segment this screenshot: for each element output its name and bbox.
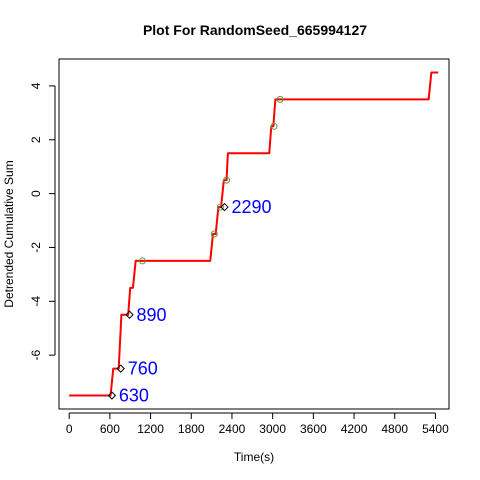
circle-marker — [270, 122, 278, 130]
diamond-marker — [116, 364, 125, 373]
x-tick-label: 3000 — [259, 422, 286, 436]
circle-marker — [210, 230, 218, 238]
annotation-label: 760 — [128, 359, 158, 379]
y-axis: -6 -4 -2 0 2 4 — [29, 82, 56, 360]
chart-title: Plot For RandomSeed_665994127 — [143, 22, 367, 38]
x-axis-label: Time(s) — [234, 450, 274, 464]
x-tick-label: 5400 — [422, 422, 449, 436]
x-tick-label: 2400 — [219, 422, 246, 436]
markers-group — [107, 95, 284, 400]
annotation-label: 890 — [137, 305, 167, 325]
diamond-marker — [107, 391, 117, 400]
plot-frame — [58, 58, 450, 410]
x-tick-label: 600 — [100, 422, 120, 436]
circle-marker — [216, 203, 224, 211]
y-tick-label: 2 — [29, 136, 43, 143]
x-tick-label: 3600 — [300, 422, 327, 436]
y-tick-label: 0 — [29, 190, 43, 197]
y-tick-label: 4 — [29, 82, 43, 89]
y-tick-label: -6 — [29, 349, 43, 360]
series-line — [69, 71, 439, 397]
x-tick-label: 4800 — [381, 422, 408, 436]
x-tick-label: 0 — [66, 422, 73, 436]
diamond-marker — [125, 310, 134, 319]
diamond-marker — [220, 202, 229, 212]
circle-marker — [138, 257, 146, 265]
x-tick-label: 1800 — [178, 422, 205, 436]
x-axis: 0 600 1200 1800 2400 3000 3600 4200 4800 5400 — [66, 412, 449, 436]
y-axis-label: Detrended Cumulative Sum — [2, 160, 16, 307]
annotation-label: 630 — [119, 386, 149, 406]
y-tick-label: -2 — [29, 242, 43, 253]
annotations-group: 630 760 890 2290 — [119, 197, 272, 405]
y-tick-label: -4 — [29, 296, 43, 307]
annotation-label: 2290 — [231, 197, 271, 217]
x-tick-label: 4200 — [341, 422, 368, 436]
series-group — [69, 71, 439, 397]
x-tick-label: 1200 — [137, 422, 164, 436]
circle-marker — [223, 176, 231, 184]
circle-marker — [276, 95, 284, 103]
